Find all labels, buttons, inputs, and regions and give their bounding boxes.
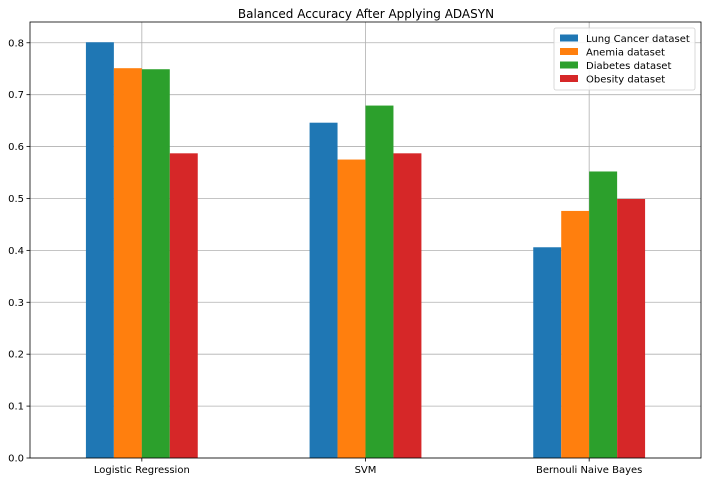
- legend-label: Obesity dataset: [586, 75, 665, 86]
- bar: [393, 153, 422, 459]
- plot-frame: [29, 21, 702, 459]
- legend-label: Diabetes dataset: [586, 61, 671, 72]
- y-tick-label: 0.6: [8, 142, 24, 153]
- y-tick-label: 0.4: [8, 246, 24, 257]
- bar: [365, 105, 394, 459]
- y-tick-label: 0.8: [8, 38, 24, 49]
- bar: [533, 247, 562, 458]
- legend: Lung Cancer dataset Anemia dataset Diabete…: [553, 27, 696, 91]
- legend-swatch: [560, 61, 578, 69]
- bar: [337, 159, 366, 459]
- bar: [561, 210, 590, 458]
- bar: [85, 42, 114, 458]
- legend-label: Anemia dataset: [586, 48, 665, 59]
- y-tick-label: 0.7: [8, 90, 24, 101]
- bar: [617, 198, 646, 458]
- y-tick-label: 0.1: [8, 402, 24, 413]
- bar: [169, 153, 198, 459]
- legend-box: [553, 27, 696, 91]
- x-tick-label: Logistic Regression: [94, 465, 190, 476]
- legend-swatch: [560, 48, 578, 55]
- y-tick-label: 0.5: [8, 194, 24, 205]
- y-tick-label: 0.2: [8, 350, 24, 361]
- legend-swatch: [560, 34, 578, 42]
- x-tick-label: Bernouli Naive Bayes: [536, 465, 642, 476]
- y-tick-label: 0.0: [8, 454, 24, 465]
- bar: [113, 68, 142, 458]
- bars-layer: [85, 42, 646, 459]
- legend-label: Lung Cancer dataset: [586, 34, 690, 45]
- bar: [309, 122, 338, 458]
- bar: [589, 171, 618, 458]
- x-tick-label: SVM: [355, 465, 377, 476]
- chart-title: Balanced Accuracy After Applying ADASYN: [238, 7, 494, 21]
- legend-swatch: [560, 75, 578, 82]
- axes-layer: 0.0 0.1 0.2 0.3 0.4 0.5 0.6 0.7 0.8 Logistic Regr…: [8, 21, 702, 476]
- bar: [141, 69, 170, 458]
- y-tick-label: 0.3: [8, 298, 24, 309]
